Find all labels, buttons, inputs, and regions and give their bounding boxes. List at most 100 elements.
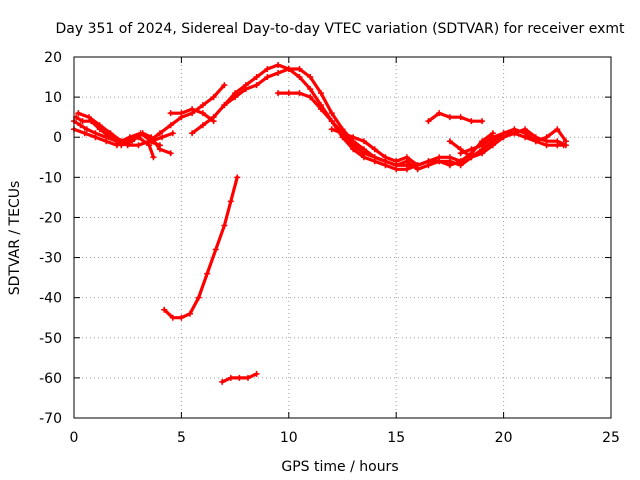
tick-layer: 0 5 10 15 20 25 -70 -60 -50 -40 -30 -20 -10 0 10 20 <box>39 50 620 446</box>
data-point <box>554 126 561 133</box>
grid-layer <box>74 57 611 418</box>
x-tick-label: 15 <box>387 430 405 446</box>
data-point <box>253 370 260 377</box>
data-point <box>436 110 443 117</box>
x-tick-label: 20 <box>495 430 513 446</box>
x-tick-label: 0 <box>70 430 79 446</box>
series-track-11 <box>425 110 486 125</box>
data-point <box>178 110 185 117</box>
data-point <box>339 130 346 137</box>
data-point <box>296 90 303 97</box>
data-point <box>403 166 410 173</box>
series-layer <box>71 62 569 385</box>
data-point <box>83 126 90 133</box>
y-tick-label: -20 <box>39 210 62 226</box>
data-point <box>232 90 239 97</box>
series-line <box>76 111 175 143</box>
data-point <box>371 154 378 161</box>
data-point <box>199 102 206 109</box>
data-point <box>350 134 357 141</box>
series-track-10 <box>328 126 421 169</box>
data-point <box>169 314 176 321</box>
data-point <box>328 118 335 125</box>
data-point <box>489 134 496 141</box>
data-point <box>307 94 314 101</box>
data-point <box>159 134 166 141</box>
data-point <box>167 122 174 129</box>
data-point <box>161 306 168 313</box>
data-point <box>81 130 88 137</box>
data-point <box>103 138 110 145</box>
data-point <box>414 162 421 169</box>
data-point <box>436 158 443 165</box>
data-point <box>360 150 367 157</box>
data-point <box>242 82 249 89</box>
y-tick-label: 10 <box>44 90 62 106</box>
data-point <box>253 82 260 89</box>
data-point <box>253 74 260 81</box>
data-point <box>178 314 185 321</box>
y-tick-label: -50 <box>39 331 62 347</box>
data-point <box>446 138 453 145</box>
data-point <box>113 142 120 149</box>
data-point <box>479 142 486 149</box>
data-point <box>562 138 569 145</box>
data-point <box>296 74 303 81</box>
series-line <box>222 63 463 171</box>
data-point <box>156 146 163 153</box>
series-track-14 <box>161 174 241 321</box>
data-point <box>79 118 86 125</box>
data-point <box>522 130 529 137</box>
data-point <box>189 130 196 137</box>
data-point <box>393 158 400 165</box>
data-point <box>296 66 303 73</box>
data-point <box>150 154 157 161</box>
data-point <box>275 70 282 77</box>
data-point <box>244 374 251 381</box>
data-point <box>285 66 292 73</box>
data-point <box>307 74 314 81</box>
data-point <box>543 134 550 141</box>
data-point <box>264 74 271 81</box>
data-point <box>212 246 219 253</box>
data-point <box>75 110 82 117</box>
series-track-12 <box>446 126 569 161</box>
data-point <box>479 118 486 125</box>
data-point <box>328 110 335 117</box>
data-point <box>221 102 228 109</box>
data-point <box>199 110 206 117</box>
data-point <box>126 134 133 141</box>
data-point <box>264 66 271 73</box>
data-point <box>167 150 174 157</box>
data-point <box>468 146 475 153</box>
data-point <box>96 122 103 129</box>
data-point <box>328 126 335 133</box>
plot-frame <box>73 56 612 419</box>
data-point <box>236 374 243 381</box>
data-point <box>221 222 228 229</box>
series-track-6 <box>167 106 217 125</box>
data-point <box>169 130 176 137</box>
data-point <box>227 198 234 205</box>
data-point <box>107 130 114 137</box>
x-tick-label: 5 <box>177 430 186 446</box>
data-point <box>227 374 234 381</box>
data-point <box>92 134 99 141</box>
data-point <box>189 106 196 113</box>
data-point <box>318 90 325 97</box>
y-tick-label: -60 <box>39 371 62 387</box>
data-point <box>210 94 217 101</box>
data-point <box>219 378 226 385</box>
y-tick-label: -40 <box>39 291 62 307</box>
data-point <box>457 162 464 169</box>
data-point <box>167 110 174 117</box>
series-track-4 <box>75 110 176 145</box>
data-point <box>146 138 153 145</box>
series-line <box>147 83 226 143</box>
data-point <box>425 162 432 169</box>
series-line <box>426 111 484 123</box>
data-point <box>457 150 464 157</box>
data-point <box>403 154 410 161</box>
y-tick-label: 0 <box>53 130 62 146</box>
